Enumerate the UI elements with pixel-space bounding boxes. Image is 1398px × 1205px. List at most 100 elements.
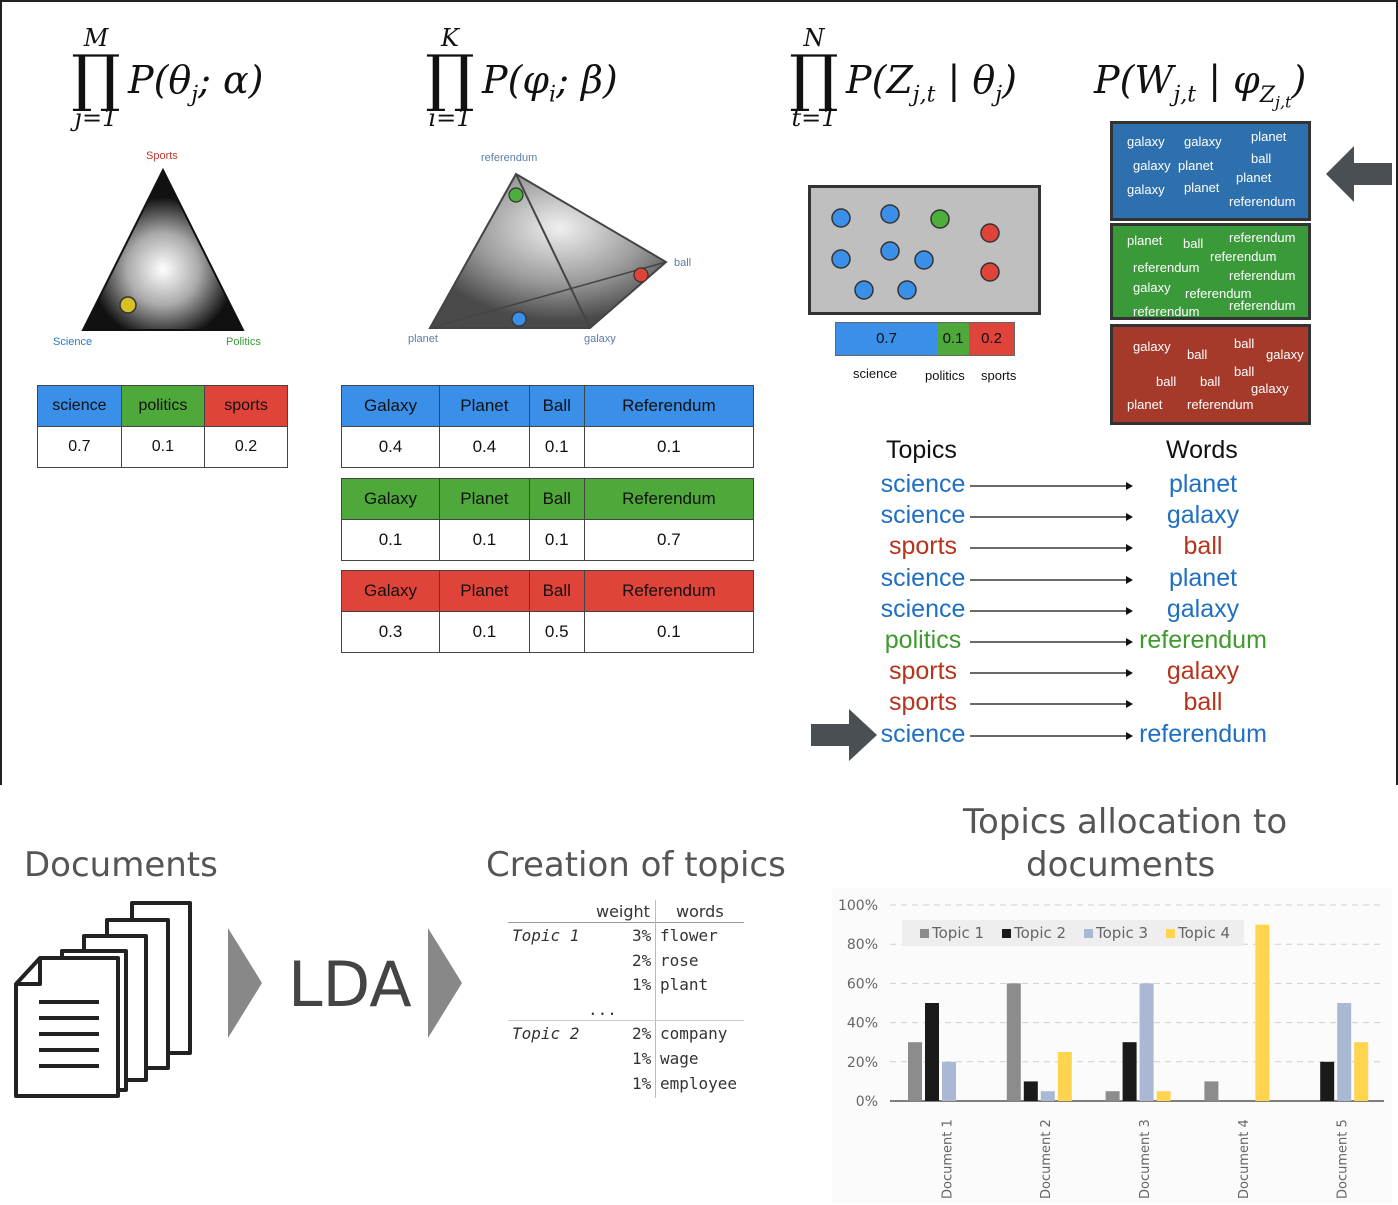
header-cell: Ball xyxy=(528,478,585,520)
segment-science: 0.7 xyxy=(836,323,937,355)
topic-sample-box xyxy=(808,185,1041,315)
arrow-right-icon xyxy=(970,482,1133,490)
value-cell: 0.5 xyxy=(528,611,585,653)
generated-word: planet xyxy=(1168,470,1238,498)
value-cell: 0.1 xyxy=(340,519,441,561)
word: galaxy xyxy=(1127,182,1165,197)
assigned-topic: science xyxy=(880,501,966,530)
product-operator-2: K ∏ i=1 xyxy=(425,24,475,132)
topic-simplex xyxy=(81,167,245,331)
word: ball xyxy=(1183,236,1204,251)
word: galaxy xyxy=(1266,347,1304,362)
topic-word: wage xyxy=(660,1049,699,1068)
topics-header: Topics xyxy=(886,436,957,464)
documents-stack-icon xyxy=(14,901,192,1098)
legend-label: Topic 3 xyxy=(1095,924,1148,942)
word: referendum xyxy=(1185,286,1252,301)
vertex-label-politics: Politics xyxy=(226,336,261,348)
bar xyxy=(1057,1052,1072,1101)
phi-table-politics: Galaxy Planet Ball Referendum 0.1 0.1 0.… xyxy=(340,478,755,561)
segment-sports: 0.2 xyxy=(969,323,1014,355)
bar xyxy=(942,1061,956,1101)
header-politics: politics xyxy=(120,385,206,427)
arrow-right-icon xyxy=(970,575,1133,584)
value-cell: 0.1 xyxy=(528,519,585,561)
word: planet xyxy=(1127,397,1163,412)
arrow-right-icon xyxy=(970,513,1133,522)
value-sports: 0.2 xyxy=(204,426,288,468)
word: ball xyxy=(1234,336,1255,351)
bar xyxy=(1139,983,1154,1101)
bar xyxy=(925,1003,939,1101)
word: ball xyxy=(1187,347,1208,362)
topic-allocation-chart: 0% 20% 40% 60% 80% 100% Document 1 Document 2 Do… xyxy=(832,888,1392,1203)
word: referendum xyxy=(1229,194,1296,209)
x-tick-label: Document 3 xyxy=(1138,1119,1153,1199)
word: referendum xyxy=(1229,230,1296,245)
header-science: science xyxy=(37,385,122,427)
word: planet xyxy=(1127,233,1163,248)
word: galaxy xyxy=(1133,339,1171,354)
product-operator-1: M ∏ j=1 xyxy=(71,24,121,132)
word: planet xyxy=(1184,180,1220,195)
bar xyxy=(1337,1003,1352,1101)
allocation-title-line2: documents xyxy=(1026,845,1216,885)
x-tick-label: Document 2 xyxy=(1039,1119,1054,1199)
header-cell: Referendum xyxy=(583,570,755,612)
bar xyxy=(1023,1081,1038,1101)
phi-table-sports: Galaxy Planet Ball Referendum 0.3 0.1 0.… xyxy=(340,570,755,653)
x-tick-label: Document 5 xyxy=(1336,1119,1351,1199)
value-cell: 0.1 xyxy=(583,426,755,468)
arrow-right-icon xyxy=(970,638,1133,646)
assigned-topic: sports xyxy=(888,532,958,561)
value-cell: 0.4 xyxy=(340,426,441,468)
vertex-label-planet: planet xyxy=(408,333,438,345)
topic-1-label: Topic 1 xyxy=(512,926,580,945)
word: galaxy xyxy=(1133,280,1171,295)
y-tick-label: 40% xyxy=(847,1016,878,1032)
segment-politics: 0.1 xyxy=(937,323,969,355)
weight-value: 1% xyxy=(632,1074,652,1093)
bar xyxy=(1006,983,1021,1101)
generated-word: referendum xyxy=(1139,719,1267,748)
formula-z: P(Zj,t | θj) xyxy=(846,58,1017,108)
header-cell: Galaxy xyxy=(340,570,441,612)
header-sports: sports xyxy=(204,385,288,427)
sampled-topic-dots xyxy=(831,204,1000,300)
word: galaxy xyxy=(1251,381,1289,396)
product-operator-3: N ∏ t=1 xyxy=(789,24,839,132)
y-tick-label: 0% xyxy=(856,1094,878,1110)
header-cell: Referendum xyxy=(583,385,755,427)
topic-word: flower xyxy=(660,926,718,945)
generated-word: galaxy xyxy=(1166,594,1240,623)
word: referendum xyxy=(1229,268,1296,283)
assigned-topic: sports xyxy=(888,688,958,717)
legend-box xyxy=(902,920,1244,946)
value-cell: 0.7 xyxy=(583,519,755,561)
creation-title: Creation of topics xyxy=(486,845,786,885)
bar xyxy=(1354,1042,1369,1101)
word: planet xyxy=(1236,170,1272,185)
arrow-right-icon xyxy=(811,709,877,761)
assigned-topic: science xyxy=(880,470,966,498)
legend-label: Topic 1 xyxy=(931,924,984,942)
topic-word: company xyxy=(660,1024,728,1043)
value-cell: 0.1 xyxy=(528,426,585,468)
y-tick-label: 80% xyxy=(847,937,878,953)
phi-table-science: Galaxy Planet Ball Referendum 0.4 0.4 0.… xyxy=(340,385,755,468)
weight-value: 1% xyxy=(632,1049,652,1068)
word: planet xyxy=(1251,129,1287,144)
generated-word: planet xyxy=(1168,563,1238,592)
legend-label: Topic 2 xyxy=(1013,924,1066,942)
value-cell: 0.3 xyxy=(340,611,441,653)
assigned-topic: sports xyxy=(888,657,958,686)
y-tick-label: 20% xyxy=(847,1055,878,1071)
arrow-right-icon xyxy=(970,700,1133,709)
assigned-topic: science xyxy=(880,563,966,592)
allocation-title-line1: Topics allocation to xyxy=(963,802,1288,842)
header-cell: Referendum xyxy=(583,478,755,520)
arrow-left-icon xyxy=(1326,146,1392,202)
vertex-label-sports: Sports xyxy=(146,150,178,162)
topic-word: rose xyxy=(660,951,699,970)
arrow-right-icon xyxy=(970,544,1133,553)
